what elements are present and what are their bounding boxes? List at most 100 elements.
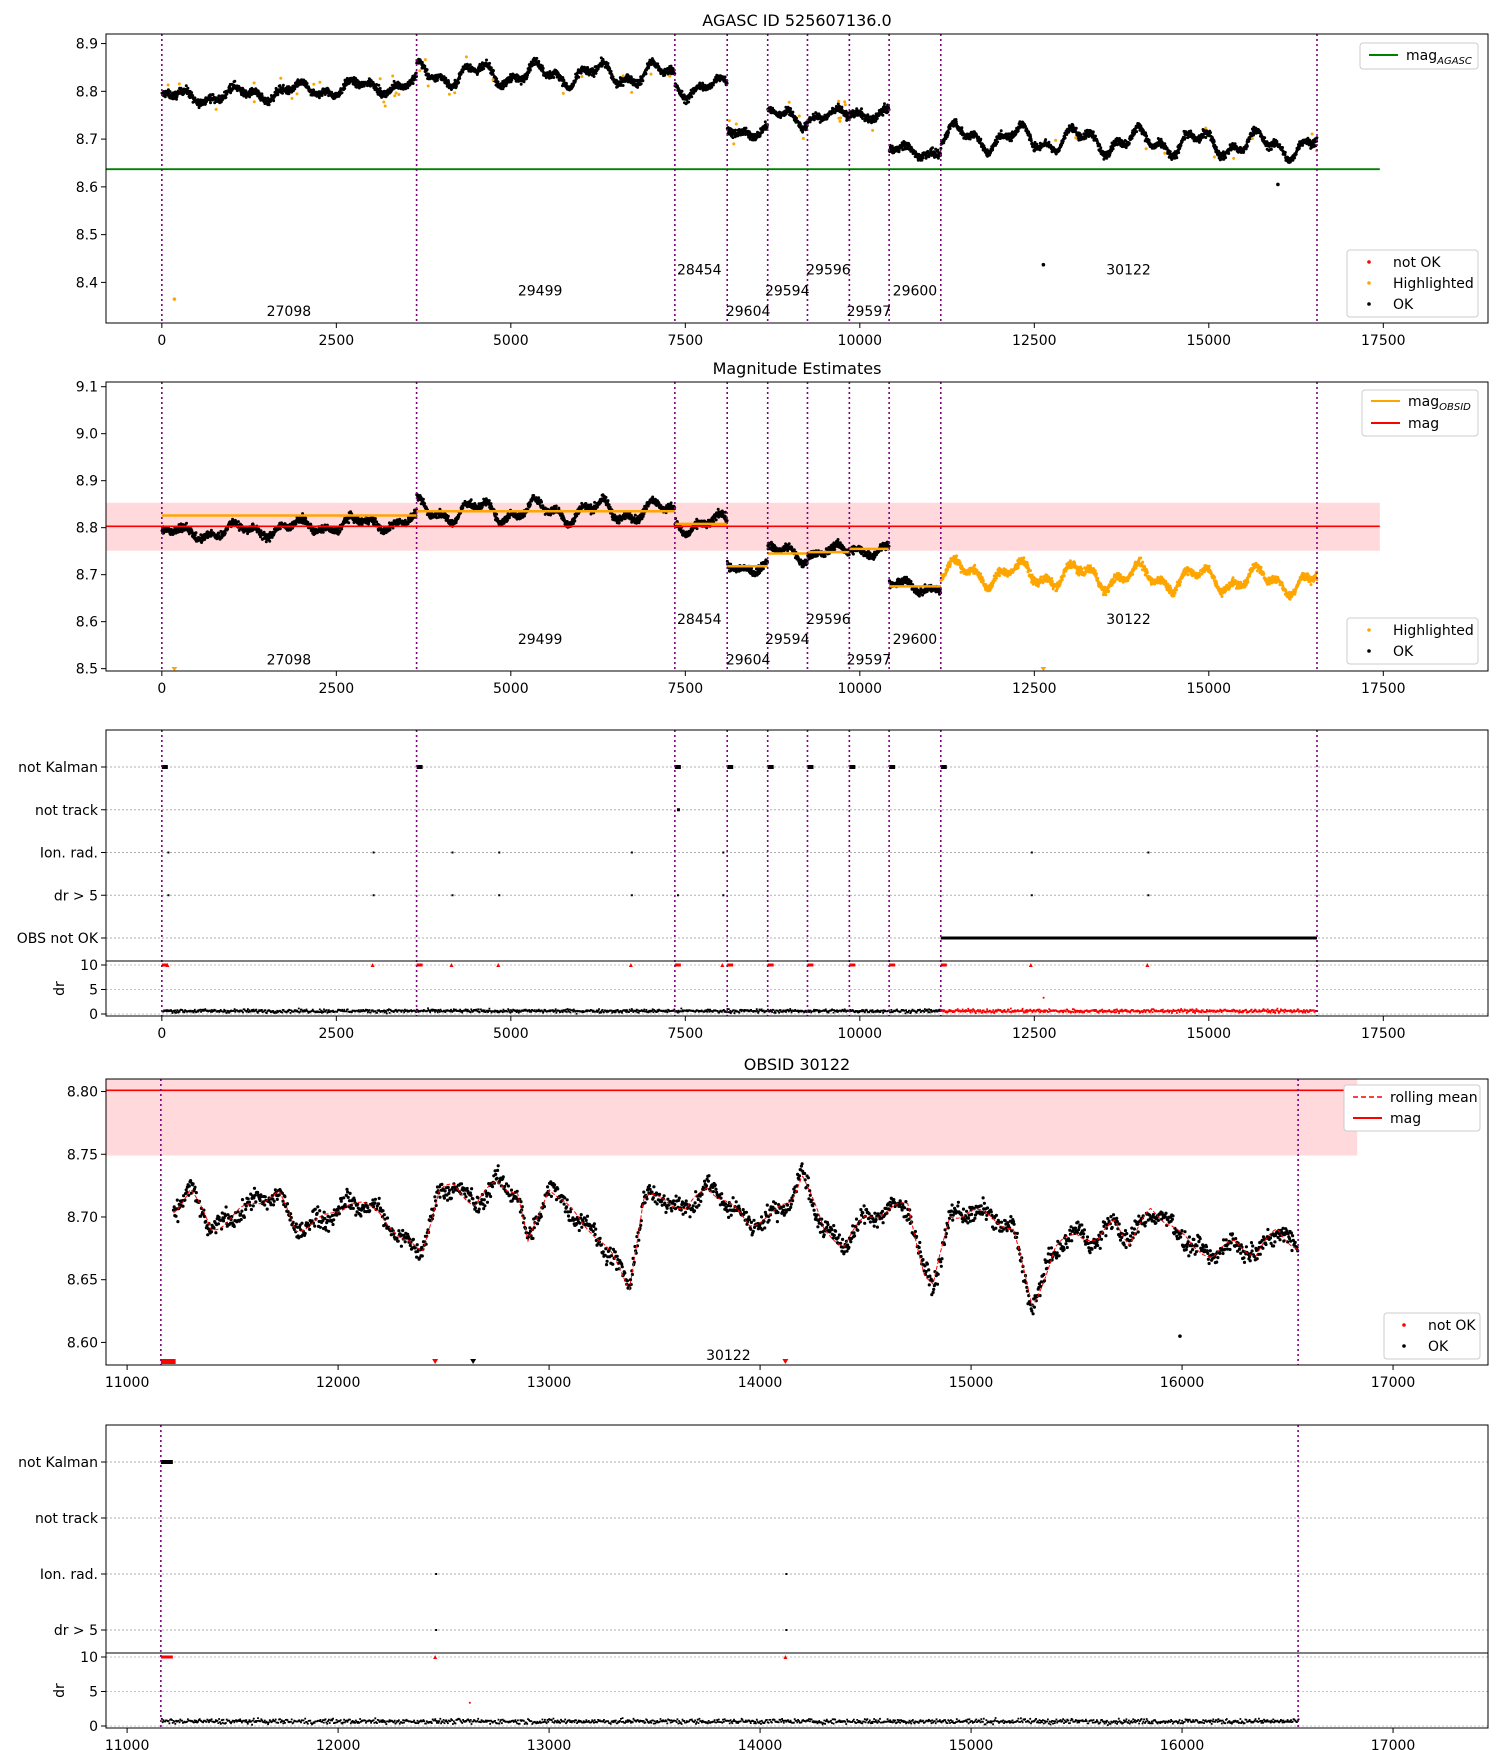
- dr-saturated-marker: [720, 963, 725, 967]
- flags-xtick-label: 2500: [319, 1026, 355, 1042]
- dr-tick-label: 10: [80, 958, 98, 974]
- offscale-marker: [171, 667, 178, 671]
- legend-obsid-top: rolling mean mag: [1343, 1084, 1481, 1132]
- flags-xtick-label: 12000: [316, 1738, 361, 1750]
- obsid-label: 29596: [806, 262, 851, 278]
- legend-highlighted-label: Highlighted: [1393, 276, 1474, 292]
- p1-xtick-label: 5000: [493, 333, 529, 349]
- legend-ok-marker: [1367, 649, 1371, 653]
- p2-ytick-label: 8.5: [76, 662, 98, 678]
- not-kalman-mark: [767, 765, 774, 769]
- ion-rad-mark: [1030, 851, 1033, 854]
- obsid-label: 29594: [765, 284, 810, 300]
- flag-row-label: not Kalman: [18, 1455, 98, 1471]
- dr-saturated-marker: [370, 963, 375, 967]
- flags-xtick-label: 17000: [1371, 1738, 1416, 1750]
- legend-mag-obsid-label: magOBSID: [1408, 394, 1471, 413]
- panel-flags-30122: not Kalman not track Ion. rad. dr > 5 0 5 10 dr…: [18, 1424, 1489, 1750]
- obsid-label: 29597: [847, 652, 892, 668]
- panel-obsid-title: OBSID 30122: [744, 1055, 850, 1074]
- p1-ytick-label: 8.4: [76, 275, 98, 291]
- legend-ok-marker: [1367, 302, 1371, 306]
- flags-xtick-label: 7500: [668, 1026, 704, 1042]
- dr5-mark: [785, 1629, 788, 1631]
- ok-points: [171, 1162, 1300, 1316]
- panel-obsid-30122: OBSID 30122 30122 11000 12000 13000 14000 15…: [67, 1055, 1489, 1391]
- p2-xtick-label: 7500: [668, 681, 704, 697]
- p1-xtick-label: 10000: [838, 333, 883, 349]
- dr-saturated-mark: [161, 963, 168, 967]
- p2-ytick-label: 8.8: [76, 521, 98, 537]
- p1-xtick-label: 0: [157, 333, 166, 349]
- panel-agasc-frame: [105, 33, 1489, 324]
- obsid-label: 27098: [267, 304, 312, 320]
- legend-mag-bottom: Highlighted OK: [1346, 617, 1479, 665]
- obsid-label: 28454: [677, 262, 722, 278]
- p1-ytick-label: 8.7: [76, 132, 98, 148]
- ion-rad-mark: [785, 1573, 788, 1575]
- obsid-label: 29596: [806, 612, 851, 628]
- dr-tick-label: 0: [89, 1007, 98, 1023]
- p2-xtick-label: 15000: [1187, 681, 1232, 697]
- legend-not-ok-marker: [1402, 1323, 1406, 1327]
- ion-rad-mark: [1147, 851, 1150, 854]
- p2-ytick-label: 8.9: [76, 474, 98, 490]
- dr-saturated-marker: [449, 963, 454, 967]
- ion-rad-mark: [451, 851, 454, 854]
- dr-tick-label: 0: [89, 1719, 98, 1735]
- dr-saturated-mark: [727, 963, 734, 967]
- p4-ytick-label: 8.70: [67, 1210, 98, 1226]
- not-kalman-mark: [727, 765, 734, 769]
- offscale-marker: [1040, 667, 1047, 671]
- dr-saturated-mark: [807, 963, 814, 967]
- not-kalman-mark: [416, 765, 423, 769]
- panel-obsid-frame: [105, 1078, 1489, 1366]
- flag-row-label: not track: [35, 1511, 99, 1527]
- legend-rolling-mean-label: rolling mean: [1390, 1090, 1478, 1106]
- outlier-point: [1041, 262, 1046, 267]
- p1-ytick-label: 8.9: [76, 37, 98, 53]
- ion-rad-mark: [498, 851, 501, 854]
- obsid-label: 29594: [765, 632, 810, 648]
- dr-saturated-mark: [674, 963, 681, 967]
- panel-mag-estimates: Magnitude Estimates 27098 29499 28454 29604…: [76, 359, 1489, 697]
- dr5-mark: [676, 894, 679, 897]
- flags-xtick-label: 14000: [738, 1738, 783, 1750]
- panel-flags-all-frame: [105, 729, 1489, 1017]
- dr-tick-label: 10: [80, 1650, 98, 1666]
- dr-saturated-marker: [433, 1655, 438, 1659]
- dr-ok-points: [160, 1717, 1300, 1726]
- p1-xtick-label: 2500: [319, 333, 355, 349]
- legend-agasc-top: magAGASC: [1359, 42, 1479, 70]
- legend-ok-label: OK: [1393, 297, 1414, 313]
- highlighted-points: [939, 554, 1319, 601]
- flag-row-label: not track: [35, 803, 99, 819]
- not-kalman-mark: [674, 765, 681, 769]
- p2-xtick-label: 0: [157, 681, 166, 697]
- p2-xtick-label: 17500: [1361, 681, 1406, 697]
- dr-tick-label: 5: [89, 983, 98, 999]
- mag-band: [106, 1079, 1358, 1156]
- p2-ytick-label: 9.0: [76, 427, 98, 443]
- panel-mag-estimates-frame: [105, 381, 1489, 672]
- dr-saturated-marker: [496, 963, 501, 967]
- dr-saturated-marker: [628, 963, 633, 967]
- p2-ytick-label: 8.6: [76, 615, 98, 631]
- legend-highlighted-marker: [1367, 281, 1371, 285]
- flags-xtick-label: 15000: [949, 1738, 994, 1750]
- p2-xtick-label: 5000: [493, 681, 529, 697]
- dr5-mark: [498, 894, 501, 897]
- dr-ok-points: [161, 1007, 942, 1015]
- panel-flags-all: not Kalman not track Ion. rad. dr > 5 OBS no…: [17, 729, 1489, 1042]
- legend-highlighted-marker: [1367, 628, 1371, 632]
- obsid-label: 29604: [726, 304, 771, 320]
- not-kalman-mark: [849, 765, 856, 769]
- p4-xtick-label: 16000: [1160, 1375, 1205, 1391]
- ion-rad-mark: [167, 851, 170, 854]
- dr5-mark: [372, 894, 375, 897]
- obsid-label: 30122: [706, 1348, 751, 1364]
- dr-saturated-mark: [767, 963, 774, 967]
- dr5-mark: [630, 894, 633, 897]
- dr-saturated-mark: [889, 963, 896, 967]
- panel-flags-30122-frame: [105, 1424, 1489, 1729]
